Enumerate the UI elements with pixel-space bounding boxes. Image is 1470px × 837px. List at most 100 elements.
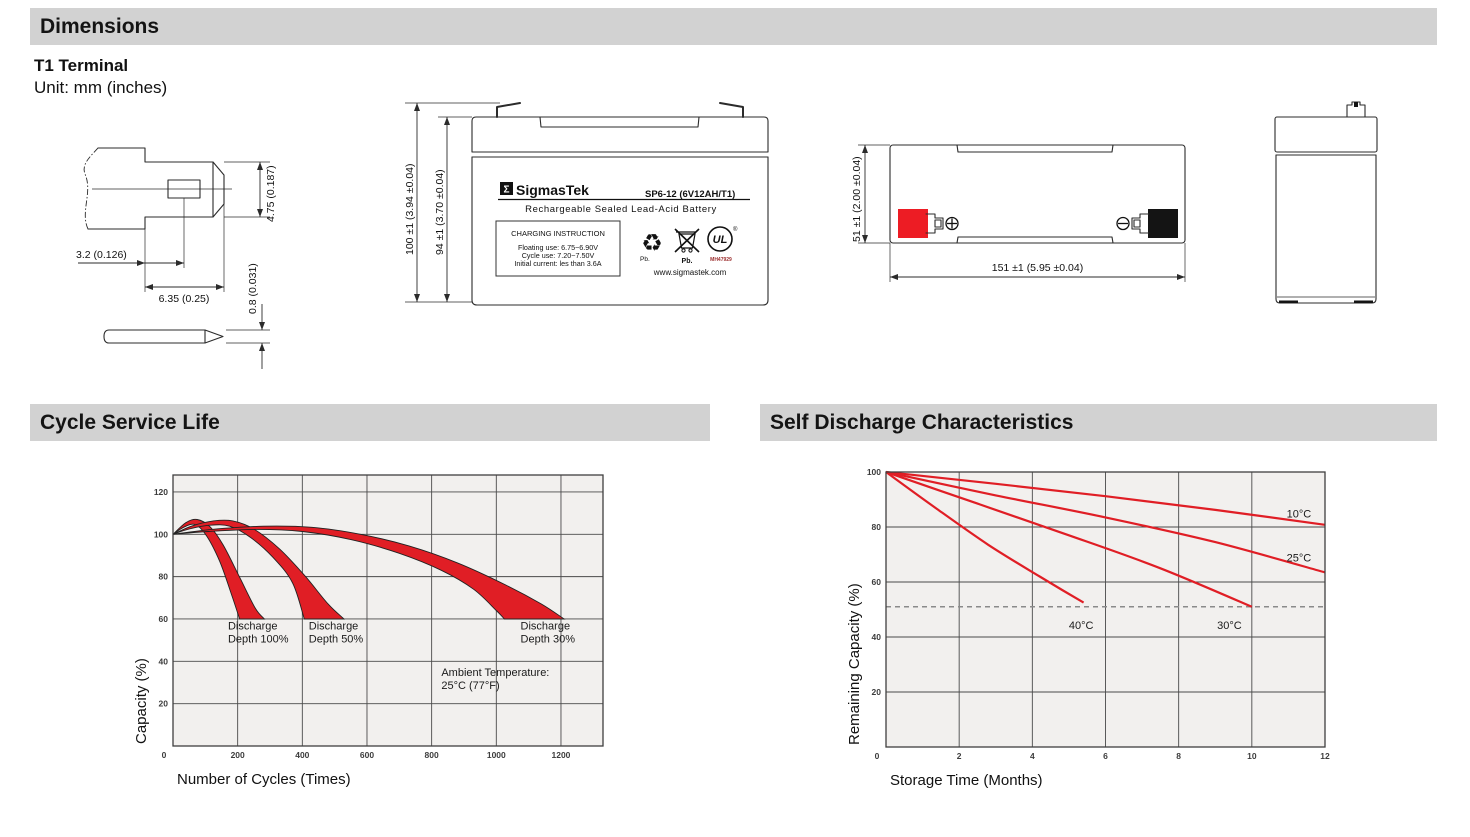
- model-number: SP6-12 (6V12AH/T1): [645, 189, 735, 200]
- unit-note: Unit: mm (inches): [34, 78, 168, 97]
- chart-text: 10: [1247, 751, 1257, 761]
- temperature-series-line: [885, 470, 1326, 526]
- charging-instruction-box: [495, 220, 621, 277]
- chart-text: 40: [872, 632, 882, 642]
- temperature-series-line: [885, 470, 1253, 608]
- chart-text: 800: [425, 750, 439, 760]
- battery-label: Σ SigmasTek SP6-12 (6V12AH/T1) Rechargea…: [495, 182, 750, 277]
- dim-length: 151 ±1 (5.95 ±0.04): [992, 262, 1084, 274]
- self-discharge-chart: 2 4 6 8 10 12 20 40 60 80 100 0 10°C 25°C 40°C 30°C Stor…: [846, 467, 1330, 789]
- chart-text: 1000: [487, 750, 506, 760]
- chart-text: 25°C: [1287, 552, 1312, 564]
- chart-text: 60: [159, 614, 169, 624]
- chart-text: 6: [1103, 751, 1108, 761]
- chart-text: 80: [872, 522, 882, 532]
- chart-text: 2: [957, 751, 962, 761]
- chart-text: Storage Time (Months): [890, 772, 1043, 789]
- section-header-dimensions: Dimensions: [30, 8, 1437, 45]
- registered-mark: ®: [733, 226, 738, 233]
- ul-file-code: MH47929: [710, 257, 732, 263]
- dim-tab-length: 6.35 (0.25): [159, 293, 210, 305]
- cycle-service-life-chart: 200 400 600 800 1000 1200204060801001200Disch…: [133, 474, 604, 788]
- positive-terminal: [898, 209, 928, 238]
- chart-text: Remaining Capacity (%): [846, 583, 863, 745]
- temperature-series-line: [885, 470, 1326, 574]
- chart-text: Depth 100%: [228, 634, 289, 646]
- battery-lid: [471, 116, 769, 153]
- sigma-glyph: Σ: [503, 185, 509, 196]
- right-terminal-tab: [719, 102, 744, 118]
- negative-terminal: [1148, 209, 1178, 238]
- dim-total-height: 100 ±1 (3.94 ±0.04): [404, 163, 416, 255]
- chart-text: 30°C: [1217, 620, 1242, 632]
- side-lid: [1274, 116, 1378, 153]
- battery-tagline: Rechargeable Sealed Lead-Acid Battery: [525, 204, 717, 215]
- terminal-profile-outline: [87, 147, 225, 230]
- crossed-bin-pb-icon: [674, 228, 700, 253]
- chart-text: Depth 50%: [309, 634, 364, 646]
- chart-text: 120: [154, 487, 168, 497]
- battery-body: [471, 156, 769, 306]
- chart-text: Capacity (%): [133, 658, 150, 744]
- chart-text: 80: [159, 572, 169, 582]
- positive-symbol: [945, 216, 959, 231]
- battery-top-view-drawing: 51 ±1 (2.00 ±0.04) 151 ±1 (5.95 ±0.04): [851, 144, 1186, 282]
- chart-text: Discharge: [521, 621, 571, 633]
- chart-text: Discharge: [228, 621, 278, 633]
- section-header-self-discharge: Self Discharge Characteristics: [760, 404, 1437, 441]
- negative-symbol: [1116, 216, 1130, 231]
- chart-text: 100: [154, 529, 168, 539]
- chart-text: 10°C: [1287, 508, 1312, 520]
- section-header-cycle-service-life: Cycle Service Life: [30, 404, 710, 441]
- chart-text: Discharge: [309, 621, 359, 633]
- charging-line2: Cycle use: 7.20~7.50V: [522, 251, 595, 260]
- terminal-edge-view: [103, 329, 224, 344]
- chart-text: 400: [295, 750, 309, 760]
- chart-text: 40°C: [1069, 620, 1094, 632]
- terminal-detail-drawing: 4.75 (0.187) 3.2 (0.126) 6.35 (0.25) 0.8…: [76, 147, 277, 369]
- chart-text: 200: [231, 750, 245, 760]
- battery-top-outline: [889, 144, 1186, 244]
- chart-text: 40: [159, 656, 169, 666]
- discharge-band: [172, 525, 566, 620]
- left-terminal-tab: [496, 102, 521, 118]
- pb-recycle-label: Pb.: [640, 256, 650, 263]
- dim-hole-offset: 3.2 (0.126): [76, 249, 127, 261]
- terminal-type-title: T1 Terminal: [34, 56, 129, 75]
- chart-text: Ambient Temperature:: [441, 667, 549, 679]
- pb-bin-label: Pb.: [682, 258, 693, 265]
- chart-text: 20: [872, 687, 882, 697]
- charging-title: CHARGING INSTRUCTION: [511, 229, 605, 238]
- recycle-pb-icon: ♻: [641, 230, 663, 257]
- dim-depth: 51 ±1 (2.00 ±0.04): [851, 156, 863, 242]
- chart-text: 60: [872, 577, 882, 587]
- chart-text: 4: [1030, 751, 1035, 761]
- chart-text: 1200: [552, 750, 571, 760]
- battery-side-view-drawing: [1274, 101, 1378, 304]
- dim-tab-width: 4.75 (0.187): [265, 165, 277, 222]
- chart-text: 0: [162, 750, 167, 760]
- chart-text: 25°C (77°F): [441, 680, 499, 692]
- chart-text: 100: [867, 467, 881, 477]
- side-body: [1275, 154, 1377, 304]
- dim-case-height: 94 ±1 (3.70 ±0.04): [434, 169, 446, 255]
- chart-text: 12: [1320, 751, 1330, 761]
- sigma-logo-icon: [500, 182, 513, 195]
- discharge-band: [172, 519, 346, 620]
- charging-line1: Floating use: 6.75~6.90V: [518, 243, 598, 252]
- chart-text: 8: [1176, 751, 1181, 761]
- temperature-series-line: [885, 471, 1085, 604]
- website-url: www.sigmastek.com: [653, 268, 727, 277]
- chart-text: 20: [159, 699, 169, 709]
- ul-mark-text: UL: [713, 234, 728, 246]
- brand-name: SigmasTek: [516, 182, 589, 198]
- ul-icon: UL ®: [707, 226, 738, 252]
- chart-text: Number of Cycles (Times): [177, 771, 351, 788]
- chart-text: 0: [875, 751, 880, 761]
- battery-front-view-drawing: 100 ±1 (3.94 ±0.04) 94 ±1 (3.70 ±0.04) Σ…: [404, 102, 769, 306]
- break-line: [83, 147, 99, 230]
- chart-text: 600: [360, 750, 374, 760]
- charging-line3: Initial current: les than 3.6A: [514, 259, 601, 268]
- chart-text: Depth 30%: [521, 634, 576, 646]
